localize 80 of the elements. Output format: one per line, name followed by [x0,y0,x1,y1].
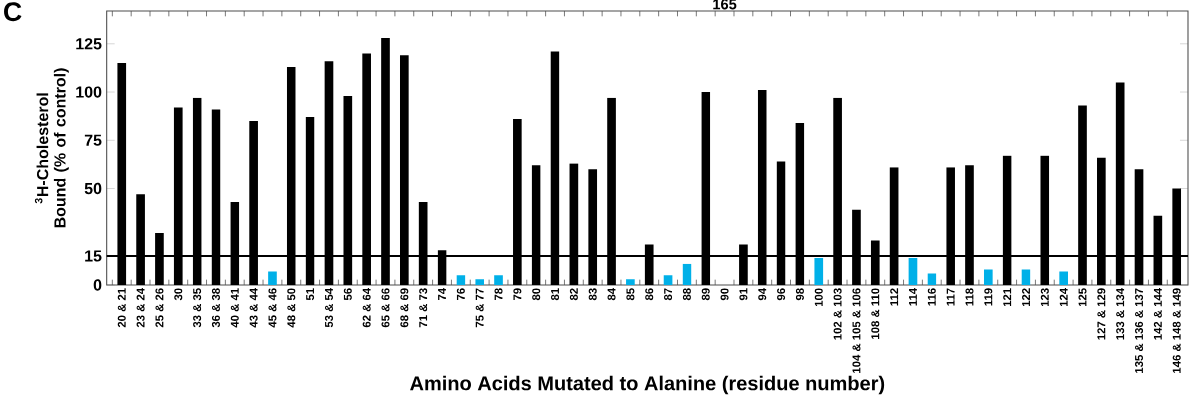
y-tick-label: 75 [84,134,102,146]
x-tick-label: 98 [795,288,804,301]
y-tick-label: 125 [76,38,102,50]
x-tick-label: 117 [946,288,955,306]
x-tick-label: 133 & 134 [1116,287,1125,340]
x-tick-label: 146 & 148 & 149 [1172,288,1181,373]
x-tick-label: 80 [532,288,541,301]
bar [663,275,673,285]
x-tick-label: 51 [306,288,315,301]
x-tick-label: 96 [777,288,786,301]
x-tick-label: 108 & 110 [871,288,880,339]
x-tick-label: 90 [720,288,729,301]
x-tick-label: 56 [343,288,352,301]
bar [927,273,937,285]
x-tick-label: 48 & 50 [287,288,296,328]
x-tick-label: 83 [588,288,597,301]
x-tick-label: 114 [909,287,917,306]
bar [456,275,466,285]
x-tick-label: 116 [927,288,936,306]
x-tick-label: 25 & 26 [155,288,164,328]
x-tick-label: 71 & 73 [419,288,428,328]
x-tick-label: 122 [1022,288,1030,307]
x-tick-label: 36 & 38 [211,288,220,328]
x-tick-label: 81 [551,288,560,301]
x-tick-label: 127 & 129 [1097,288,1106,340]
x-tick-label: 45 & 46 [268,288,277,328]
x-tick-label: 91 [739,288,748,301]
x-tick-label: 142 & 144 [1153,287,1162,340]
x-tick-label: 85 [626,288,635,301]
x-tick-label: 40 & 41 [230,288,239,328]
bar [475,279,485,285]
chart-title: C [4,2,22,22]
text: 165 [713,0,737,10]
x-tick-label: 121 [1003,288,1012,307]
bar [814,257,824,285]
x-axis-title: Amino Acids Mutated to Alanine (residue number) [410,375,885,395]
x-tick-label: 82 [569,288,578,301]
bar [1021,269,1031,285]
x-tick-label: 78 [494,288,503,301]
x-tick-label: 43 & 44 [249,287,258,328]
bar [268,271,277,285]
x-tick-label: 79 [513,288,522,301]
x-tick-label: 74 [438,287,446,301]
x-tick-label: 20 & 21 [117,288,126,328]
x-tick-label: 104 & 105 & 106 [852,288,861,373]
x-tick-label: 76 [456,288,465,301]
x-tick-label: 75 & 77 [475,288,484,328]
x-tick-label: 62 & 64 [362,287,371,328]
x-tick-label: 118 [965,288,974,306]
x-tick-label: 68 & 69 [400,288,409,328]
x-tick-label: 125 [1078,288,1087,307]
x-tick-label: 86 [645,288,654,301]
x-tick-label: 30 [174,288,183,301]
x-tick-label: 119 [984,288,993,306]
x-tick-label: 100 [814,288,823,307]
x-tick-label: 84 [607,287,616,301]
x-tick-label: 94 [758,287,767,301]
y-axis-title: $^{3}$H-Cholesterol Bound (% of control) [34,68,69,228]
x-tick-label: 53 & 54 [324,287,333,328]
bar [494,275,503,285]
bar [626,279,635,285]
bar [682,263,692,285]
y-tick-label: 0 [93,279,102,291]
x-tick-label: 87 [664,288,673,301]
x-tick-label: 102 & 103 [833,288,842,340]
x-tick-label: 88 [682,288,691,301]
bar [983,269,993,285]
x-tick-label: 33 & 35 [193,288,202,328]
x-tick-label: 112 [890,288,899,306]
bar [908,257,918,285]
y-tick-label: 100 [76,86,102,98]
x-tick-label: 65 & 66 [381,288,390,328]
y-tick-label: 50 [84,182,102,195]
y-tick-label: 15 [85,250,102,262]
x-tick-label: 23 & 24 [136,287,145,328]
x-tick-label: 135 & 136 & 137 [1135,288,1144,373]
bar [1059,271,1068,285]
x-tick-label: 123 [1040,288,1049,307]
x-tick-label: 124 [1059,287,1068,307]
x-tick-label: 89 [701,288,710,301]
